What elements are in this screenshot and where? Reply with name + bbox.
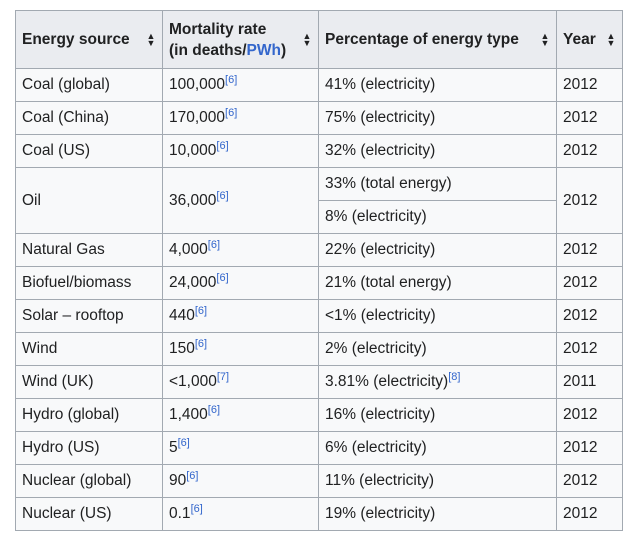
reference-link[interactable]: [7] [216,370,230,383]
reference-link[interactable]: [6] [177,436,190,449]
cell-source: Wind [15,332,163,366]
header-year[interactable]: Year ▲ ▼ [556,10,623,69]
reference-link[interactable]: [6] [194,304,208,317]
reference-link[interactable]: [8] [448,370,461,383]
cell-rate: 0.1[6] [162,497,319,531]
cell-source: Nuclear (US) [15,497,163,531]
cell-source: Hydro (global) [15,398,163,432]
cell-source: Solar – rooftop [15,299,163,333]
cell-percentage: 19% (electricity) [318,497,557,531]
mortality-table: Energy source ▲ ▼ Mortality rate (in deat… [15,10,623,531]
reference-link[interactable]: [6] [207,238,221,251]
cell-rate: 170,000[6] [162,101,319,135]
cell-percentage: 75% (electricity) [318,101,557,135]
header-energy-source[interactable]: Energy source ▲ ▼ [15,10,163,69]
sort-arrows-icon[interactable]: ▲ ▼ [540,30,550,48]
sort-arrows-icon[interactable]: ▲ ▼ [302,30,312,48]
cell-year: 2012 [556,101,623,135]
cell-percentage: 32% (electricity) [318,134,557,168]
table-row: Nuclear (US) 0.1[6] 19% (electricity) 20… [15,497,623,531]
header-mortality-rate[interactable]: Mortality rate (in deaths/PWh) ▲ ▼ [162,10,319,69]
cell-rate: 4,000[6] [162,233,319,267]
cell-rate: 5[6] [162,431,319,465]
cell-percentage: 16% (electricity) [318,398,557,432]
cell-year: 2012 [556,464,623,498]
cell-year: 2012 [556,167,623,234]
sort-arrows-icon[interactable]: ▲ ▼ [146,30,156,48]
cell-rate: 36,000[6] [162,167,319,234]
header-percentage[interactable]: Percentage of energy type ▲ ▼ [318,10,557,69]
reference-link[interactable]: [6] [207,403,221,416]
reference-link[interactable]: [6] [216,271,229,284]
cell-year: 2012 [556,134,623,168]
table-row: Coal (US) 10,000[6] 32% (electricity) 20… [15,134,623,168]
reference-link[interactable]: [6] [186,469,199,482]
cell-percentage: 41% (electricity) [318,68,557,102]
cell-percentage: 3.81% (electricity)[8] [318,365,557,399]
cell-source: Natural Gas [15,233,163,267]
cell-year: 2012 [556,431,623,465]
cell-year: 2012 [556,68,623,102]
table-row: Hydro (US) 5[6] 6% (electricity) 2012 [15,431,623,465]
pwh-link[interactable]: PWh [246,41,281,59]
table-row: Coal (global) 100,000[6] 41% (electricit… [15,68,623,102]
cell-percentage-electricity: 8% (electricity) [318,200,557,234]
table-wrapper: Energy source ▲ ▼ Mortality rate (in deat… [15,10,623,531]
cell-year: 2012 [556,497,623,531]
cell-percentage: 22% (electricity) [318,233,557,267]
cell-rate: <1,000[7] [162,365,319,399]
table-row-oil-sub: 8% (electricity) [16,200,623,234]
cell-percentage-total: 33% (total energy) [318,167,557,201]
table-row: Hydro (global) 1,400[6] 16% (electricity… [15,398,623,432]
cell-source: Coal (global) [15,68,163,102]
cell-rate: 440[6] [162,299,319,333]
cell-rate: 1,400[6] [162,398,319,432]
cell-rate: 10,000[6] [162,134,319,168]
cell-percentage: 21% (total energy) [318,266,557,300]
header-mortality-line1: Mortality rate [169,20,267,38]
cell-percentage: 2% (electricity) [318,332,557,366]
cell-rate: 100,000[6] [162,68,319,102]
cell-year: 2011 [556,365,623,399]
cell-year: 2012 [556,233,623,267]
cell-source: Hydro (US) [15,431,163,465]
table-row: Solar – rooftop 440[6] <1% (electricity)… [15,299,623,333]
header-year-label: Year [563,31,596,48]
cell-source: Biofuel/biomass [15,266,163,300]
reference-link[interactable]: [6] [225,106,238,119]
header-mortality-prefix: (in deaths/ [169,41,247,59]
cell-percentage: 11% (electricity) [318,464,557,498]
table-row-oil: Oil 36,000[6] 33% (total energy) 2012 [15,167,623,234]
reference-link[interactable]: [6] [194,337,208,350]
cell-source: Coal (US) [15,134,163,168]
reference-link[interactable]: [6] [216,189,229,202]
table-row: Nuclear (global) 90[6] 11% (electricity)… [15,464,623,498]
cell-percentage: <1% (electricity) [318,299,557,333]
cell-source: Wind (UK) [15,365,163,399]
cell-year: 2012 [556,398,623,432]
table-row: Biofuel/biomass 24,000[6] 21% (total ene… [15,266,623,300]
cell-rate: 24,000[6] [162,266,319,300]
cell-source: Oil [15,167,163,234]
header-row: Energy source ▲ ▼ Mortality rate (in deat… [15,10,623,69]
reference-link[interactable]: [6] [225,73,238,86]
cell-source: Nuclear (global) [15,464,163,498]
cell-year: 2012 [556,332,623,366]
cell-source: Coal (China) [15,101,163,135]
cell-percentage: 6% (electricity) [318,431,557,465]
sort-arrows-icon[interactable]: ▲ ▼ [606,30,616,48]
header-percentage-label: Percentage of energy type [325,31,519,48]
cell-year: 2012 [556,266,623,300]
cell-rate: 150[6] [162,332,319,366]
table-row: Wind 150[6] 2% (electricity) 2012 [15,332,623,366]
table-row: Natural Gas 4,000[6] 22% (electricity) 2… [15,233,623,267]
reference-link[interactable]: [6] [216,139,229,152]
table-row: Coal (China) 170,000[6] 75% (electricity… [15,101,623,135]
cell-year: 2012 [556,299,623,333]
header-energy-source-label: Energy source [22,31,130,48]
table-row: Wind (UK) <1,000[7] 3.81% (electricity)[… [15,365,623,399]
cell-rate: 90[6] [162,464,319,498]
reference-link[interactable]: [6] [190,502,203,515]
header-mortality-suffix: ) [280,41,287,59]
